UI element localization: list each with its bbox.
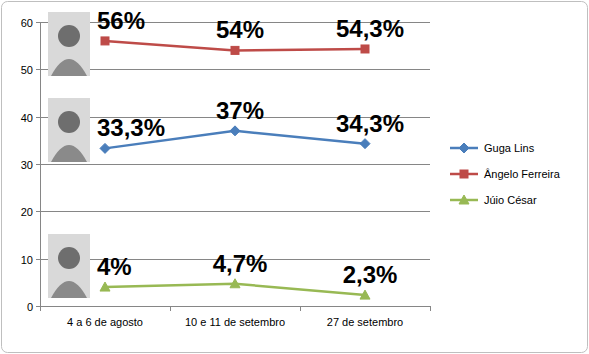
portrait [48, 12, 90, 76]
y-tick-label: 10 [21, 254, 33, 266]
legend-label: Ângelo Ferreira [484, 168, 561, 180]
legend: Guga Lins Ângelo Ferreira Júio César [450, 142, 561, 206]
point [360, 139, 370, 149]
legend-symbol [459, 143, 469, 153]
y-axis [40, 22, 41, 306]
chart-border [2, 2, 588, 353]
legend-symbol [460, 170, 468, 178]
plot-area [100, 37, 370, 299]
point [100, 282, 110, 291]
portrait [48, 98, 90, 162]
legend-marker [459, 143, 469, 153]
data-label: 34,3% [336, 110, 404, 137]
data-label: 2,3% [343, 261, 398, 288]
x-divider [300, 306, 301, 311]
point [361, 45, 369, 53]
legend-marker [459, 195, 469, 204]
point [100, 143, 110, 153]
portrait-frame [48, 98, 90, 162]
x-divider [430, 306, 431, 311]
x-tick-label: 4 a 6 de agosto [67, 316, 143, 328]
portrait-frame [48, 12, 90, 76]
data-labels: 33,3% 37% 34,3% 56% 54% 54,3% 4% 4,7% 2,3% [97, 7, 404, 288]
point [231, 46, 239, 54]
portrait-body [51, 145, 87, 162]
data-label: 4% [97, 253, 132, 280]
x-tick-label: 27 de setembro [327, 316, 403, 328]
point [360, 290, 370, 299]
grid-line [40, 164, 430, 165]
x-divider [170, 306, 171, 311]
y-tick [36, 211, 40, 212]
y-tick [36, 306, 40, 307]
data-label: 56% [97, 7, 145, 34]
y-tick-label: 50 [21, 64, 33, 76]
point [230, 126, 240, 136]
y-tick [36, 69, 40, 70]
chart-container: 0 10 20 30 40 50 60 4 a 6 de agosto 10 e 11 de s… [0, 0, 589, 354]
grid-line [40, 211, 430, 212]
portrait-body [51, 59, 87, 76]
portrait-frame [48, 234, 90, 298]
y-tick [36, 22, 40, 23]
portrait-head [58, 25, 80, 47]
y-tick [36, 164, 40, 165]
y-tick [36, 117, 40, 118]
y-tick-label: 40 [21, 112, 33, 124]
legend-marker [460, 170, 468, 178]
legend-label: Guga Lins [484, 142, 535, 154]
portrait [48, 234, 90, 298]
data-label: 4,7% [213, 250, 268, 277]
y-tick-label: 60 [21, 17, 33, 29]
series [100, 279, 370, 299]
legend-label: Júio César [484, 194, 537, 206]
x-divider [40, 306, 41, 311]
data-label: 54% [216, 16, 264, 43]
y-tick [36, 259, 40, 260]
data-label: 54,3% [336, 15, 404, 42]
grid-line [40, 306, 430, 307]
background [0, 0, 589, 354]
portrait-head [58, 247, 80, 269]
point [230, 279, 240, 288]
portrait-body [51, 281, 87, 298]
data-label: 33,3% [97, 114, 165, 141]
x-axis [40, 306, 430, 307]
chart: 0 10 20 30 40 50 60 4 a 6 de agosto 10 e 11 de s… [0, 0, 589, 354]
y-tick-label: 0 [27, 301, 33, 313]
y-tick-label: 30 [21, 159, 33, 171]
grid-line [40, 69, 430, 70]
point [101, 37, 109, 45]
data-label: 37% [216, 97, 264, 124]
portrait-head [58, 111, 80, 133]
y-tick-label: 20 [21, 206, 33, 218]
x-tick-label: 10 e 11 de setembro [185, 316, 285, 328]
legend-symbol [459, 195, 469, 204]
